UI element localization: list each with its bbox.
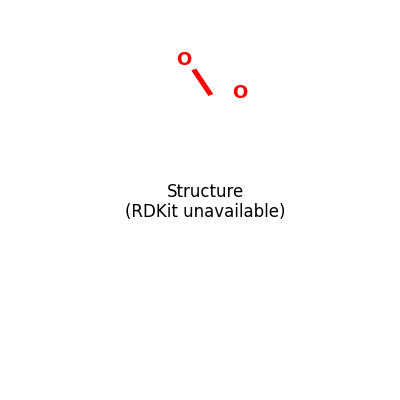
Text: Structure
(RDKit unavailable): Structure (RDKit unavailable): [125, 182, 285, 222]
Text: O: O: [232, 84, 248, 102]
Text: O: O: [176, 51, 192, 69]
